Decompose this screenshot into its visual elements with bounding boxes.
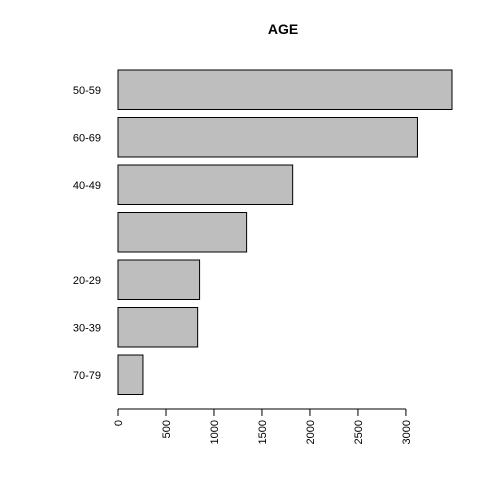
x-tick-label: 500 <box>161 420 173 438</box>
y-tick-label: 60-69 <box>73 132 101 144</box>
bar-50-59 <box>117 69 453 110</box>
chart-title: AGE <box>268 21 298 37</box>
x-tick-label: 1500 <box>257 420 269 444</box>
x-tick-label: 3000 <box>401 420 413 444</box>
x-tick-label: 0 <box>113 420 125 426</box>
bar-unlabeled <box>117 212 248 253</box>
bar-70-79 <box>117 354 144 395</box>
y-tick-label: 70-79 <box>73 370 101 382</box>
y-tick-label: 20-29 <box>73 275 101 287</box>
y-axis-labels: 50-59 60-69 40-49 20-29 30-39 70-79 <box>73 85 101 382</box>
bar-40-49 <box>117 164 294 205</box>
x-axis: 0 500 1000 1500 2000 2500 3000 <box>113 408 413 444</box>
x-tick-label: 2500 <box>353 420 365 444</box>
y-tick-label: 50-59 <box>73 85 101 97</box>
bars <box>117 69 453 395</box>
bar-60-69 <box>117 117 418 158</box>
bar-20-29 <box>117 259 201 300</box>
y-tick-label: 30-39 <box>73 322 101 334</box>
bar-30-39 <box>117 307 199 348</box>
y-tick-label: 40-49 <box>73 180 101 192</box>
x-tick-label: 2000 <box>305 420 317 444</box>
x-tick-label: 1000 <box>209 420 221 444</box>
